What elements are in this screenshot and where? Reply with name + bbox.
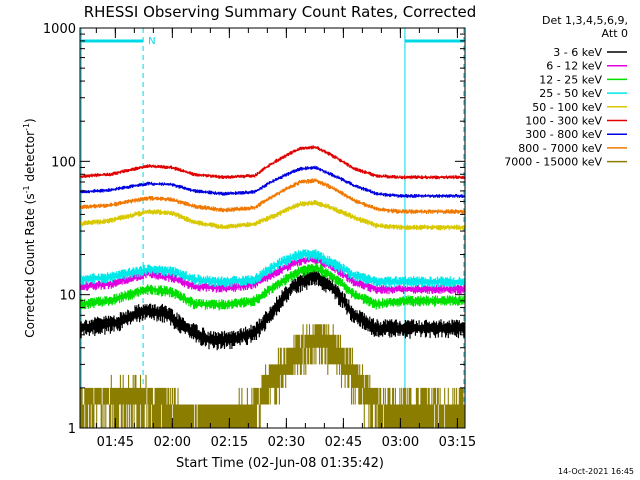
x-tick-label-2: 02:15 (211, 435, 248, 450)
legend-label-4: 50 - 100 keV (532, 101, 602, 114)
x-tick-label-0: 01:45 (97, 435, 134, 450)
legend-label-3: 25 - 50 keV (539, 87, 602, 100)
y-axis-label-sup2: -1 (22, 123, 31, 131)
legend-label-5: 100 - 300 keV (525, 115, 602, 128)
y-axis-label-part2: detector (23, 131, 37, 186)
series-line-12-25kev (80, 263, 465, 311)
y-axis-label-part3: ) (23, 118, 37, 123)
y-tick-label-3: 1000 (43, 22, 76, 37)
x-tick-label-6: 03:15 (439, 435, 476, 450)
x-tick-label-3: 02:30 (268, 435, 305, 450)
generation-timestamp: 14-Oct-2021 16:45 (558, 467, 634, 476)
night-marker-label: N (148, 36, 155, 47)
y-tick-label-2: 100 (51, 155, 76, 170)
series-line-50-100kev (80, 200, 465, 231)
chart-title: RHESSI Observing Summary Count Rates, Co… (84, 3, 477, 21)
axes: 1 10 100 1000 01:45 02:00 02:15 02:30 02:45 03:00… (43, 22, 476, 450)
y-tick-label-0: 1 (68, 422, 76, 437)
y-axis-label: Corrected Count Rate (s-1 detector-1) (22, 118, 37, 337)
legend-header-detectors: Det 1,3,4,5,6,9, (542, 14, 628, 27)
legend-label-8: 7000 - 15000 keV (504, 156, 602, 169)
legend-label-0: 3 - 6 keV (553, 46, 602, 59)
legend-label-1: 6 - 12 keV (546, 60, 602, 73)
series-line-100-300kev (80, 145, 465, 180)
series-line-3-6kev (80, 266, 465, 351)
y-axis-label-sup1: -1 (22, 185, 31, 193)
y-axis-label-part1: Corrected Count Rate (s (23, 193, 37, 337)
series-layer (80, 145, 465, 428)
legend-label-6: 300 - 800 keV (525, 128, 602, 141)
x-tick-label-5: 03:00 (382, 435, 419, 450)
observing-annotations: N (80, 28, 465, 428)
series-line-6-12kev (80, 254, 465, 295)
series-line-300-800kev (80, 165, 465, 198)
series-line-7000-15000kev (80, 324, 465, 428)
plot-frame (79, 27, 466, 429)
series-line-800-7000kev (80, 178, 465, 214)
legend-label-2: 12 - 25 keV (539, 73, 602, 86)
x-tick-label-4: 02:45 (325, 435, 362, 450)
legend-header-attenuator: Att 0 (602, 27, 628, 40)
y-tick-label-1: 10 (59, 289, 76, 304)
x-axis-label: Start Time (02-Jun-08 01:35:42) (176, 456, 384, 471)
series-line-25-50kev (80, 249, 465, 288)
x-tick-label-1: 02:00 (154, 435, 191, 450)
legend-label-7: 800 - 7000 keV (518, 142, 602, 155)
